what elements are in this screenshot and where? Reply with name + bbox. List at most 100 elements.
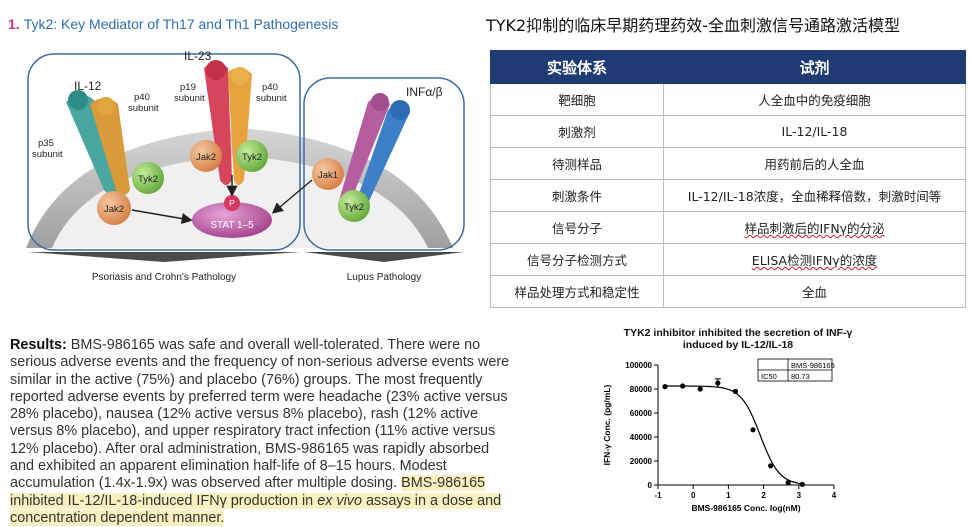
x-tick-label: 0 (691, 491, 696, 500)
label-p35-subunit: subunit (32, 149, 63, 160)
label-infab: INFα/β (406, 85, 443, 99)
results-paragraph: Results: BMS-986165 was safe and overall… (10, 337, 515, 527)
table-row: 样品处理方式和稳定性 全血 (490, 275, 966, 308)
table-row: 信号分子 样品刺激后的IFNγ的分泌 (490, 211, 966, 244)
table-row: 信号分子检测方式 ELISA检测IFNγ的浓度 (490, 243, 966, 276)
jak2-left-node (97, 191, 131, 225)
lupus-arrow (304, 252, 464, 262)
row-label: 刺激条件 (490, 179, 664, 212)
assay-table: 实验体系 试剂 靶细胞 人全血中的免疫细胞 刺激剂 IL-12/IL-18 待测… (490, 50, 966, 308)
phospho-node (224, 195, 240, 211)
label-lupus: Lupus Pathology (347, 272, 422, 283)
chart-title: TYK2 inhibitor inhibited the secretion o… (623, 327, 853, 351)
x-tick-label: 3 (797, 491, 802, 500)
data-point (715, 380, 721, 386)
cell-membrane (26, 128, 453, 248)
label-p40-right: p40 (262, 82, 278, 93)
table-row: 待测样品 用药前后的人全血 (490, 147, 966, 180)
row-value: 样品刺激后的IFNγ的分泌 (663, 211, 966, 244)
data-point (768, 463, 774, 469)
label-jak2-left: Jak2 (104, 204, 124, 215)
row-label: 刺激剂 (490, 115, 664, 148)
label-p40-left: p40 (134, 92, 150, 103)
arrow-left (131, 209, 193, 225)
row-label: 信号分子 (490, 211, 664, 244)
data-point (785, 480, 791, 486)
header-reagent: 试剂 (663, 50, 966, 84)
data-point (732, 388, 739, 394)
y-axis-label: IFN-γ Conc. (pg/mL) (602, 384, 612, 465)
row-label: 样品处理方式和稳定性 (490, 275, 664, 308)
label-jak2-center: Jak2 (196, 152, 216, 163)
x-axis-label: BMS-986165 Conc. log(nM) (691, 503, 800, 513)
y-tick-label: 80000 (630, 385, 653, 394)
y-tick-label: 20000 (630, 457, 653, 466)
results-highlight-italic: ex vivo (317, 492, 362, 509)
figure-title: 1. Tyk2: Key Mediator of Th17 and Th1 Pat… (8, 16, 338, 32)
table-header-row: 实验体系 试剂 (490, 50, 966, 84)
label-stat: STAT 1–5 (210, 220, 254, 231)
label-p: P (229, 198, 235, 208)
data-point (750, 427, 756, 433)
label-il23: IL-23 (184, 49, 212, 63)
row-value: 用药前后的人全血 (663, 147, 966, 180)
stat-node (192, 202, 272, 238)
row-label: 待测样品 (490, 147, 664, 180)
jak1-node (312, 158, 344, 190)
row-label: 靶细胞 (490, 83, 664, 116)
header-system: 实验体系 (490, 50, 664, 84)
figure-title-text: Tyk2: Key Mediator of Th17 and Th1 Patho… (23, 16, 339, 32)
tyk2-center-node (236, 140, 268, 172)
label-tyk2-center: Tyk2 (242, 152, 262, 163)
row-label: 信号分子检测方式 (490, 243, 664, 276)
row-value: ELISA检测IFNγ的浓度 (663, 243, 966, 276)
table-row: 刺激剂 IL-12/IL-18 (490, 115, 966, 148)
row-value: 人全血中的免疫细胞 (663, 83, 966, 116)
row-value: 全血 (663, 275, 966, 308)
x-tick-label: 1 (726, 491, 731, 500)
label-p19-subunit: subunit (174, 93, 205, 104)
table-row: 靶细胞 人全血中的免疫细胞 (490, 83, 966, 116)
pathway-diagram: IL-12 IL-23 p40 subunit p35 subunit p19 … (26, 49, 465, 283)
data-point (662, 384, 668, 390)
ic50-table-header: BMS-986165 (791, 361, 835, 370)
label-p35: p35 (38, 138, 54, 149)
data-point (680, 383, 686, 389)
psoriasis-arrow (28, 252, 300, 262)
data-point (799, 481, 805, 487)
tyk2-left-node (132, 162, 164, 194)
lupus-box (303, 77, 465, 251)
jak2-center-node (190, 140, 222, 172)
il23-receptor (204, 60, 252, 185)
x-tick-label: 4 (832, 491, 837, 500)
y-tick-label: 0 (648, 481, 653, 490)
ifn-receptor (338, 93, 410, 214)
label-tyk2-left: Tyk2 (138, 174, 158, 185)
row-value: IL-12/IL-18 (663, 115, 966, 148)
il12-receptor (66, 90, 130, 195)
ic50-table-value: 80.73 (791, 372, 810, 381)
y-tick-label: 100000 (625, 361, 652, 370)
label-jak1: Jak1 (318, 170, 338, 181)
label-tyk2-right: Tyk2 (344, 202, 364, 213)
label-p40-right-subunit: subunit (256, 93, 287, 104)
results-label: Results: (10, 337, 67, 353)
label-p40-left-subunit: subunit (128, 103, 159, 114)
fit-curve (665, 385, 805, 485)
arrow-right (271, 179, 313, 214)
table-row: 刺激条件 IL-12/IL-18浓度，全血稀释倍数，刺激时间等 (490, 179, 966, 212)
label-p19: p19 (180, 82, 196, 93)
ic50-table-label: IC50 (761, 372, 777, 381)
y-tick-label: 40000 (630, 433, 653, 442)
y-tick-label: 60000 (630, 409, 653, 418)
assay-title: TYK2抑制的临床早期药理药效-全血刺激信号通路激活模型 (486, 16, 900, 35)
results-text: BMS-986165 was safe and overall well-tol… (10, 337, 510, 492)
th17-box (27, 53, 301, 251)
results-highlight-a: BMS-986165 inhibited IL-12/IL-18-induced… (10, 475, 486, 509)
data-point (697, 386, 703, 392)
label-il12: IL-12 (74, 79, 102, 93)
x-tick-label: -1 (654, 491, 662, 500)
x-tick-label: 2 (761, 491, 766, 500)
label-psoriasis: Psoriasis and Crohn's Pathology (92, 272, 236, 283)
